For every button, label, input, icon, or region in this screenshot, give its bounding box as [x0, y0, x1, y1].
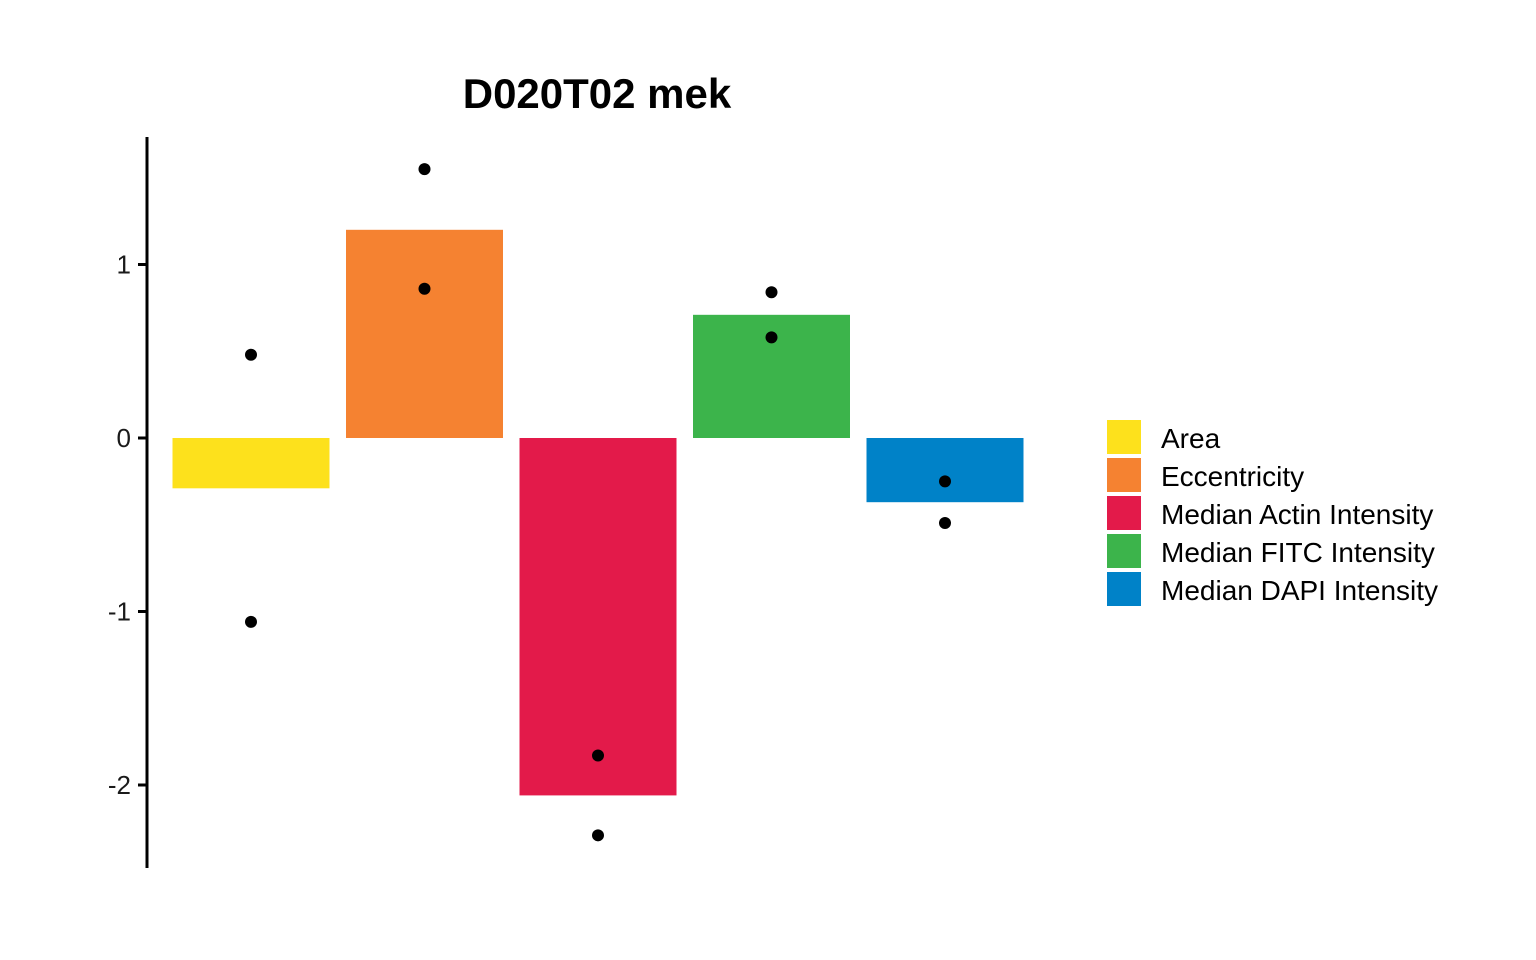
y-tick-label: 0	[117, 423, 131, 453]
data-point	[418, 282, 431, 295]
legend-key-median-fitc-intensity	[1107, 534, 1141, 568]
data-point	[245, 615, 257, 628]
legend-label: Median Actin Intensity	[1161, 499, 1433, 530]
legend-label: Eccentricity	[1161, 461, 1304, 492]
bar-median-dapi-intensity	[866, 438, 1024, 503]
data-point	[592, 749, 604, 762]
legend-key-median-dapi-intensity	[1107, 572, 1141, 606]
legend-label: Area	[1161, 423, 1221, 454]
y-axis: 1 0 -1 -2	[108, 137, 149, 868]
point-group	[245, 163, 951, 842]
legend-key-median-actin-intensity	[1107, 496, 1141, 530]
data-point	[765, 331, 778, 344]
bar-median-actin-intensity	[519, 438, 677, 796]
bar-area	[172, 438, 330, 489]
data-point	[939, 475, 951, 488]
data-point	[592, 829, 604, 842]
y-tick-label: 1	[117, 250, 131, 280]
legend-label: Median FITC Intensity	[1161, 537, 1435, 568]
legend-label: Median DAPI Intensity	[1161, 575, 1438, 606]
data-point	[418, 163, 431, 176]
y-tick-label: -2	[108, 770, 131, 800]
legend-key-area	[1107, 420, 1141, 454]
data-point	[939, 517, 951, 530]
legend: Area Eccentricity Median Actin Intensity Me…	[1107, 420, 1438, 606]
legend-key-eccentricity	[1107, 458, 1141, 492]
chart-title: D020T02 mek	[463, 70, 732, 117]
data-point	[245, 348, 257, 361]
bar-group	[172, 229, 1024, 796]
y-tick-label: -1	[108, 597, 131, 627]
data-point	[765, 286, 778, 299]
bar-eccentricity	[346, 229, 503, 438]
